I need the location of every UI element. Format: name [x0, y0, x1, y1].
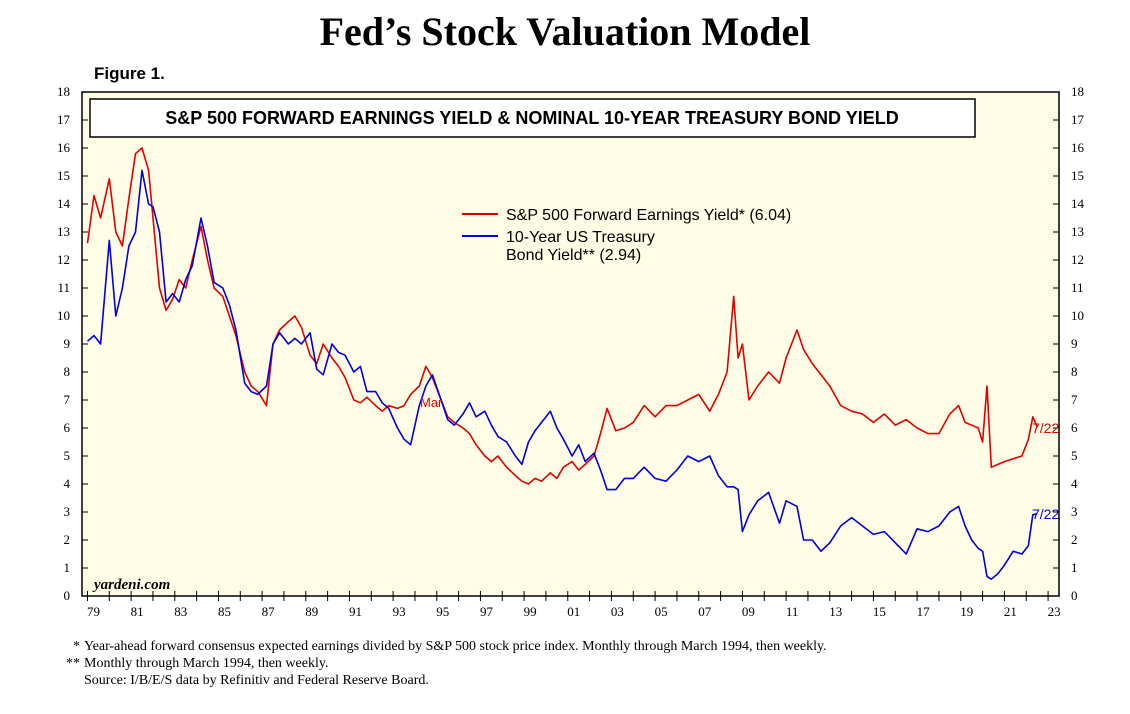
x-tick-label: 79 — [87, 604, 100, 619]
y-tick-label-left: 5 — [64, 448, 71, 463]
x-tick-label: 93 — [393, 604, 406, 619]
legend-label-line: 10-Year US Treasury — [506, 229, 655, 246]
x-tick-label: 01 — [567, 604, 580, 619]
y-tick-label-left: 14 — [57, 196, 71, 211]
y-tick-label-left: 16 — [57, 140, 71, 155]
y-tick-label-left: 12 — [57, 252, 70, 267]
x-tick-label: 09 — [742, 604, 755, 619]
x-tick-label: 03 — [611, 604, 624, 619]
footnote-1: * Year-ahead forward consensus expected … — [60, 638, 827, 655]
plot-area — [81, 91, 1060, 597]
y-tick-label-left: 17 — [57, 112, 71, 127]
end-label-treasury: 7/22 — [1032, 506, 1059, 522]
figure-label: Figure 1. — [94, 64, 165, 83]
y-tick-label-left: 15 — [57, 168, 70, 183]
page-title: Fed’s Stock Valuation Model — [319, 9, 811, 54]
y-tick-label-left: 0 — [64, 588, 71, 603]
y-tick-label-left: 3 — [64, 504, 71, 519]
y-tick-label-left: 9 — [64, 336, 71, 351]
x-tick-label: 99 — [524, 604, 537, 619]
y-tick-label-right: 8 — [1071, 364, 1078, 379]
y-tick-label-left: 6 — [64, 420, 71, 435]
x-tick-label: 97 — [480, 604, 494, 619]
y-tick-label-right: 10 — [1071, 308, 1084, 323]
footnote-2: ** Monthly through March 1994, then week… — [60, 655, 827, 672]
footnote-mark: * — [73, 639, 80, 654]
y-tick-label-right: 15 — [1071, 168, 1084, 183]
x-tick-label: 07 — [698, 604, 712, 619]
legend: S&P 500 Forward Earnings Yield* (6.04) 1… — [462, 207, 791, 264]
x-tick-label: 85 — [218, 604, 231, 619]
y-tick-label-right: 13 — [1071, 224, 1084, 239]
x-tick-label: 15 — [873, 604, 886, 619]
footnote-text: Year-ahead forward consensus expected ea… — [84, 639, 827, 654]
annotation-mar: Mar — [420, 395, 443, 410]
y-tick-label-left: 8 — [64, 364, 71, 379]
x-tick-label: 21 — [1004, 604, 1017, 619]
footnotes: * Year-ahead forward consensus expected … — [60, 638, 827, 689]
y-tick-label-right: 6 — [1071, 420, 1078, 435]
legend-label-treasury-yield: 10-Year US Treasury Bond Yield** (2.94) — [506, 229, 655, 264]
y-tick-label-right: 18 — [1071, 84, 1084, 99]
y-tick-label-right: 16 — [1071, 140, 1085, 155]
watermark: yardeni.com — [92, 577, 170, 593]
x-tick-label: 91 — [349, 604, 362, 619]
chart-title-box — [89, 98, 976, 138]
x-tick-label: 81 — [131, 604, 144, 619]
x-tick-label: 11 — [786, 604, 799, 619]
y-tick-label-left: 2 — [64, 532, 71, 547]
y-tick-label-left: 7 — [64, 392, 71, 407]
x-tick-label: 13 — [829, 604, 842, 619]
x-tick-label: 83 — [174, 604, 187, 619]
y-tick-label-right: 3 — [1071, 504, 1078, 519]
y-tick-label-right: 11 — [1071, 280, 1084, 295]
y-tick-label-right: 9 — [1071, 336, 1078, 351]
legend-label-earnings-yield: S&P 500 Forward Earnings Yield* (6.04) — [506, 207, 791, 224]
x-tick-label: 95 — [436, 604, 449, 619]
y-tick-label-left: 1 — [64, 560, 71, 575]
legend-label-line: Bond Yield** (2.94) — [506, 247, 641, 264]
end-label-earnings: 7/22 — [1032, 420, 1059, 436]
footnote-source: Source: I/B/E/S data by Refinitiv and Fe… — [60, 672, 827, 689]
y-tick-label-left: 11 — [57, 280, 70, 295]
y-tick-label-left: 18 — [57, 84, 70, 99]
footnote-text: Monthly through March 1994, then weekly. — [84, 656, 329, 671]
series-line-earnings-yield — [86, 147, 1038, 485]
chart-title: S&P 500 FORWARD EARNINGS YIELD & NOMINAL… — [165, 108, 898, 128]
series-line-treasury-yield — [86, 169, 1038, 581]
x-tick-label: 17 — [917, 604, 931, 619]
footnote-mark — [60, 672, 84, 689]
y-tick-label-left: 13 — [57, 224, 70, 239]
y-tick-label-right: 14 — [1071, 196, 1085, 211]
x-tick-label: 89 — [305, 604, 318, 619]
y-tick-label-right: 4 — [1071, 476, 1078, 491]
y-tick-label-left: 4 — [64, 476, 71, 491]
y-tick-label-left: 10 — [57, 308, 70, 323]
series-group — [86, 147, 1038, 581]
y-tick-label-right: 5 — [1071, 448, 1078, 463]
footnote-mark: ** — [66, 656, 80, 671]
x-tick-label: 23 — [1048, 604, 1061, 619]
y-tick-label-right: 17 — [1071, 112, 1085, 127]
footnote-text: Source: I/B/E/S data by Refinitiv and Fe… — [84, 673, 429, 688]
x-tick-label: 05 — [655, 604, 668, 619]
y-tick-label-right: 1 — [1071, 560, 1078, 575]
y-tick-label-right: 2 — [1071, 532, 1078, 547]
x-tick-label: 19 — [960, 604, 973, 619]
y-tick-label-right: 12 — [1071, 252, 1084, 267]
y-tick-label-right: 7 — [1071, 392, 1078, 407]
y-tick-label-right: 0 — [1071, 588, 1078, 603]
x-tick-label: 87 — [262, 604, 276, 619]
